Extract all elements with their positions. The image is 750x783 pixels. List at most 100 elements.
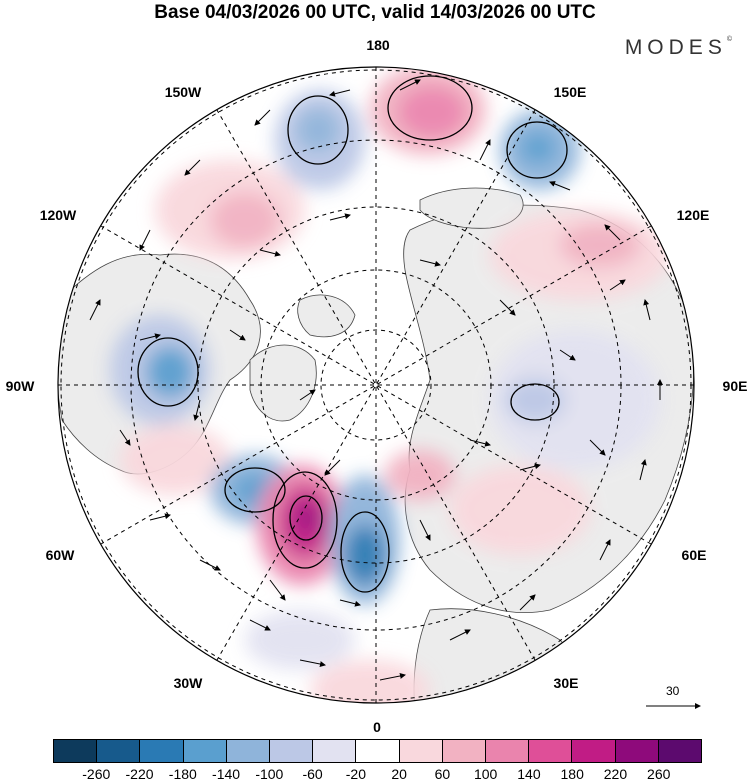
colorbar-tick-label: -140 [212, 766, 241, 782]
wind-arrow [479, 139, 491, 161]
wind-arrow [519, 463, 541, 471]
label-lon-60e: 60E [682, 547, 707, 563]
colorbar-tick-label: -60 [302, 766, 323, 782]
wind-arrow [299, 659, 326, 667]
anomaly-positive-north-atlantic-peak [298, 506, 318, 530]
colorbar-tick-label: -20 [345, 766, 366, 782]
wind-arrow [229, 329, 246, 341]
wind-arrow [589, 439, 606, 456]
wind-arrow [269, 579, 286, 601]
anomaly-positive-russia [450, 465, 590, 555]
polar-map: 180 150E 120E 90E 60E 30E 0 30W 60W 90W … [6, 37, 748, 735]
anomaly-positive-eastern-us [120, 425, 230, 495]
colorbar-segment [442, 740, 487, 762]
contour-lines [137, 75, 568, 593]
label-lon-180: 180 [366, 37, 390, 53]
wind-arrow [329, 213, 351, 221]
anomaly-positive-pacific-core [398, 86, 466, 138]
colorbar-segment [658, 740, 702, 762]
colorbar-segment [97, 740, 141, 762]
wind-arrow [609, 279, 626, 291]
wind-arrow [139, 333, 161, 341]
colorbar-tick-label: -220 [125, 766, 154, 782]
meridian-30e-150w [216, 109, 536, 661]
wind-arrow [119, 429, 131, 446]
meridian-60e-120w [100, 225, 652, 545]
anomaly-positive-mediterranean [310, 660, 430, 703]
wind-arrow [549, 181, 571, 191]
colorbar-segment [54, 740, 98, 762]
wind-arrow [559, 349, 576, 361]
colorbar-tick-label: 220 [603, 766, 628, 782]
latitude-circle-80 [320, 329, 432, 441]
wind-arrow [329, 89, 351, 97]
contour-aleutian-low [287, 95, 349, 165]
anomaly-negative-western-europe-core [345, 525, 385, 585]
wind-arrow [519, 594, 536, 611]
wind-vectors [89, 79, 663, 681]
vector-scale-label: 30 [666, 684, 680, 698]
wind-arrow [184, 159, 201, 176]
wind-arrow [469, 439, 491, 447]
wind-arrow [259, 249, 281, 257]
colorbar-tick-label: 140 [517, 766, 541, 782]
wind-arrow [599, 539, 611, 561]
anomaly-positive-scandinavia [385, 450, 455, 500]
wind-arrow [339, 599, 361, 607]
label-lon-0: 0 [373, 719, 381, 735]
wind-arrow [379, 673, 406, 681]
wind-arrow [149, 513, 171, 521]
colorbar-tick-label: 60 [434, 766, 451, 782]
colorbar-tick-label: -180 [168, 766, 197, 782]
anomaly-negative-kamchatka-core [520, 132, 556, 164]
label-lon-150w: 150W [165, 84, 202, 100]
contour-atlantic-high-inner [289, 495, 323, 541]
contour-atlantic-high [272, 471, 338, 569]
wind-arrow [249, 619, 271, 631]
contour-asia-low [510, 383, 560, 421]
colorbar [53, 739, 702, 763]
colorbar-segment [226, 740, 271, 762]
anomaly-negative-canada-core [146, 346, 194, 398]
anomaly-negative-aleutian-core [296, 108, 340, 152]
contour-kamchatka-low [506, 121, 568, 179]
colorbar-segment [313, 740, 357, 762]
anomaly-negative-central-asia-core [505, 378, 565, 422]
wind-arrow [499, 299, 516, 316]
colorbar-segment [356, 740, 400, 762]
wind-arrow [193, 399, 201, 421]
label-lon-90e: 90E [723, 378, 748, 394]
colorbar-segment [529, 740, 573, 762]
wind-arrow [139, 229, 151, 251]
colorbar-tick-label: 180 [560, 766, 584, 782]
wind-arrow [449, 629, 471, 641]
map-border [57, 66, 695, 704]
brand-logo: MODES© [625, 36, 732, 60]
map-title: Base 04/03/2026 00 UTC, valid 14/03/2026… [154, 2, 596, 23]
wind-arrow [419, 519, 431, 541]
label-lon-90w: 90W [6, 378, 36, 394]
anomaly-negative-central-asia [490, 330, 660, 470]
label-lon-30e: 30E [554, 675, 579, 691]
arctic-islands-land [297, 294, 356, 338]
wind-arrow [299, 389, 316, 401]
wind-arrow [419, 259, 441, 267]
wind-arrow [604, 224, 621, 241]
contour-europe-low [340, 511, 390, 593]
colorbar-tick-label: -260 [82, 766, 111, 782]
colorbar-segment [140, 740, 184, 762]
colorbar-ticks: -260 -220 -180 -140 -100 -60 -20 20 60 100 140 180 2… [53, 766, 702, 782]
wind-arrow [324, 459, 341, 476]
graticule [58, 67, 694, 703]
label-lon-120w: 120W [40, 207, 77, 223]
label-lon-120e: 120E [677, 207, 710, 223]
wind-arrow [199, 559, 221, 571]
alaska-land [419, 187, 524, 229]
wind-arrow [639, 459, 647, 481]
label-lon-30w: 30W [174, 675, 204, 691]
meridian-150e-30w [216, 109, 536, 661]
anomaly-positive-siberia-core [560, 223, 640, 267]
wind-arrow [643, 299, 651, 321]
colorbar-segment [270, 740, 314, 762]
label-lon-150e: 150E [554, 84, 587, 100]
